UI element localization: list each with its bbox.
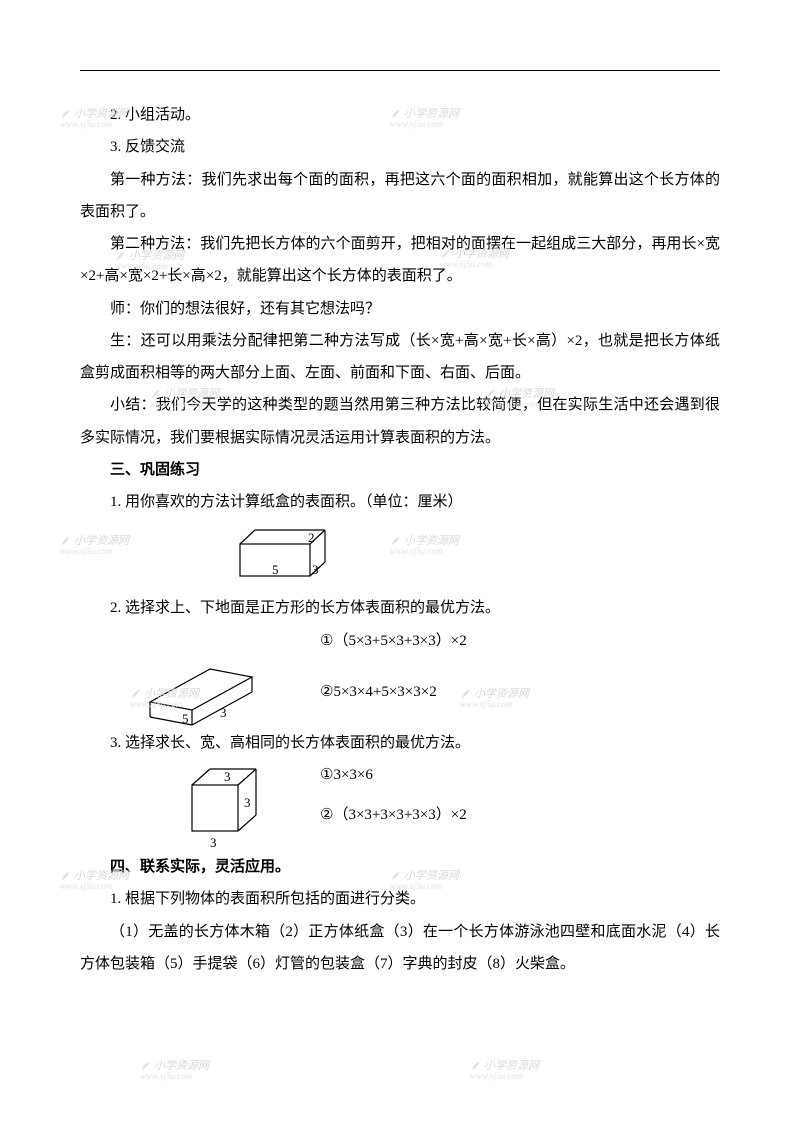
question: 3. 选择求长、宽、高相同的长方体表面积的最优方法。 xyxy=(80,727,720,759)
dim-a: 3 xyxy=(244,795,251,810)
section-heading: 四、联系实际，灵活应用。 xyxy=(80,851,720,883)
dim-h: 2 xyxy=(308,530,315,545)
watermark: 小学资源网www.xj5u.com xyxy=(470,1060,539,1082)
dim-a: 3 xyxy=(210,835,217,850)
document-page: 2. 小组活动。 3. 反馈交流 第一种方法：我们先求出每个面的面积，再把这六个… xyxy=(0,0,800,1020)
question: 1. 用你喜欢的方法计算纸盒的表面积。（单位：厘米） xyxy=(80,486,720,518)
dim-s: 3 xyxy=(220,705,227,720)
dim-a: 3 xyxy=(224,769,231,784)
cuboid-icon: 2 5 3 xyxy=(230,524,340,586)
dim-w: 5 xyxy=(272,562,279,577)
figure-cuboid-1: 2 5 3 xyxy=(230,524,720,586)
watermark: 小学资源网www.xj5u.com xyxy=(140,1060,209,1082)
body-line: 3. 反馈交流 xyxy=(80,131,720,163)
body-paragraph: 小结：我们今天学的这种类型的题当然用第三种方法比较简便，但在实际生活中还会遇到很… xyxy=(80,389,720,454)
option: ②5×3×4+5×3×3×2 xyxy=(320,676,437,708)
option: ①3×3×6 xyxy=(320,759,467,791)
body-paragraph: 第一种方法：我们先求出每个面的面积，再把这六个面的面积相加，就能算出这个长方体的… xyxy=(80,164,720,229)
section-heading: 三、巩固练习 xyxy=(80,454,720,486)
question: 1. 根据下列物体的表面积所包括的面进行分类。 xyxy=(80,883,720,915)
cuboid-icon: 5 3 xyxy=(140,657,280,727)
body-line: 2. 小组活动。 xyxy=(80,99,720,131)
question: 2. 选择求上、下地面是正方形的长方体表面积的最优方法。 xyxy=(80,592,720,624)
cube-icon: 3 3 3 xyxy=(180,759,280,851)
body-paragraph: 生：还可以用乘法分配律把第二种方法写成（长×宽+高×宽+长×高）×2，也就是把长… xyxy=(80,325,720,390)
top-rule xyxy=(80,70,720,71)
figure-row: 3 3 3 ①3×3×6 ②（3×3+3×3+3×3）×2 xyxy=(180,759,720,851)
figure-row: 5 3 ②5×3×4+5×3×3×2 xyxy=(140,657,720,727)
option: ②（3×3+3×3+3×3）×2 xyxy=(320,799,467,831)
question-items: （1）无盖的长方体木箱（2）正方体纸盒（3）在一个长方体游泳池四壁和底面水泥（4… xyxy=(80,916,720,981)
dim-l: 5 xyxy=(182,711,189,726)
dim-d: 3 xyxy=(312,562,319,577)
option: ①（5×3+5×3+3×3）×2 xyxy=(80,625,720,657)
body-line: 师：你们的想法很好，还有其它想法吗？ xyxy=(80,293,720,325)
body-paragraph: 第二种方法：我们先把长方体的六个面剪开，把相对的面摆在一起组成三大部分，再用长×… xyxy=(80,228,720,293)
